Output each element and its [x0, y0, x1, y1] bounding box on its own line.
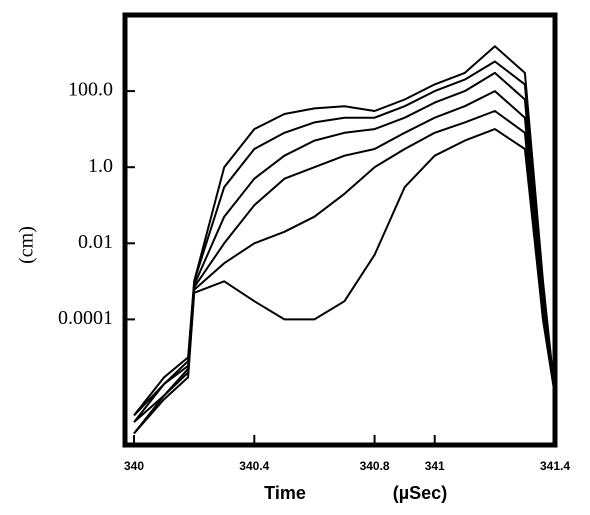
line-series: [134, 46, 555, 415]
x-axis-unit: (µSec): [393, 483, 447, 503]
x-axis-label: Time: [264, 483, 306, 503]
y-tick-label: 100.0: [68, 79, 113, 101]
line-series: [134, 62, 555, 416]
x-tick-label: 340.8: [360, 459, 390, 473]
chart: Time (µSec) (cm) 340 340.4 340.8 341 341.4 10…: [0, 0, 590, 515]
y-axis-label: (cm): [16, 226, 38, 264]
x-tick-label: 340.4: [239, 459, 269, 473]
line-series: [134, 91, 555, 422]
x-tick-label: 340: [124, 459, 144, 473]
line-series: [134, 73, 555, 422]
x-tick-label: 341: [425, 459, 445, 473]
plot-frame: [125, 15, 555, 445]
y-tick-label: 1.0: [88, 155, 113, 177]
y-tick-label: 0.01: [78, 231, 113, 253]
x-tick-label: 341.4: [540, 459, 570, 473]
y-tick-label: 0.0001: [58, 307, 113, 329]
